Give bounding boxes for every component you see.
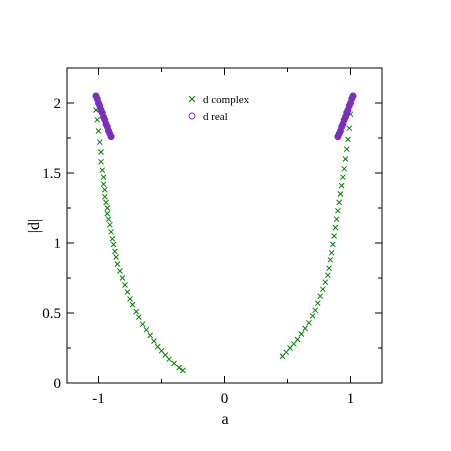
point-d-complex	[94, 116, 101, 123]
point-d-complex	[100, 181, 107, 188]
point-d-complex	[139, 321, 146, 328]
point-d-complex	[98, 158, 104, 165]
axis-ticks	[67, 67, 382, 384]
point-d-complex	[96, 139, 103, 146]
x-tick-label: 0	[221, 391, 229, 407]
point-d-complex	[326, 265, 332, 272]
point-d-complex	[331, 233, 337, 239]
point-d-real	[107, 133, 115, 141]
point-d-complex	[114, 261, 121, 267]
point-d-complex	[330, 241, 336, 248]
x-tick-label: 1	[347, 391, 355, 407]
point-d-complex	[337, 191, 344, 197]
point-d-complex	[110, 241, 117, 248]
point-d-complex	[112, 248, 118, 255]
point-d-complex	[340, 174, 346, 181]
legend-marker-d-real	[188, 112, 196, 120]
point-d-complex	[117, 268, 123, 274]
point-d-complex	[124, 289, 131, 295]
point-d-complex	[327, 256, 334, 263]
point-d-complex	[104, 210, 111, 217]
y-tick-label: 0.5	[42, 306, 61, 322]
point-d-complex	[309, 312, 316, 319]
point-d-complex	[98, 149, 104, 155]
point-d-complex	[342, 156, 349, 162]
point-d-complex	[95, 128, 102, 134]
point-d-complex	[332, 224, 339, 231]
point-d-complex	[319, 286, 326, 293]
point-d-complex	[135, 314, 142, 321]
point-d-complex	[104, 205, 111, 211]
point-d-complex	[312, 307, 319, 314]
point-d-complex	[333, 216, 340, 223]
point-d-complex	[345, 136, 351, 143]
point-d-complex	[346, 125, 353, 132]
y-tick-label: 2	[54, 96, 62, 112]
point-d-complex	[180, 367, 186, 374]
data-points	[92, 92, 357, 374]
point-d-complex	[105, 216, 112, 223]
point-d-complex	[166, 356, 172, 363]
legend-label-d-real: d real	[203, 111, 228, 123]
point-d-complex	[106, 221, 113, 228]
point-d-complex	[143, 326, 150, 333]
point-d-complex	[119, 275, 126, 281]
point-d-complex	[101, 193, 108, 200]
point-d-complex	[324, 272, 331, 279]
point-d-complex	[127, 296, 133, 302]
point-d-complex	[176, 364, 182, 371]
point-d-complex	[343, 146, 350, 153]
point-d-complex	[113, 254, 119, 260]
point-d-complex	[341, 165, 348, 172]
point-d-complex	[314, 300, 321, 307]
point-d-complex	[171, 360, 177, 367]
point-d-complex	[306, 319, 312, 326]
y-tick-label: 1.5	[42, 166, 61, 182]
y-axis-label: |d|	[26, 219, 43, 233]
point-d-complex	[338, 182, 345, 189]
point-d-complex	[335, 207, 341, 214]
legend-marker-d-complex	[188, 95, 196, 103]
legend-label-d-complex: d complex	[203, 94, 250, 106]
point-d-complex	[109, 235, 116, 242]
point-d-complex	[101, 186, 108, 193]
point-d-complex	[100, 174, 107, 181]
y-tick-label: 1	[54, 236, 62, 252]
legend: d complex d real	[188, 94, 250, 123]
point-d-complex	[133, 308, 140, 315]
point-d-complex	[151, 338, 157, 344]
point-d-complex	[298, 331, 305, 337]
point-d-complex	[322, 279, 329, 286]
y-tick-label: 0	[54, 376, 62, 392]
point-d-complex	[147, 332, 154, 339]
point-d-complex	[317, 293, 324, 300]
point-d-complex	[129, 301, 136, 308]
point-d-complex	[99, 167, 106, 174]
point-d-real	[349, 92, 357, 100]
x-axis-label: a	[221, 411, 228, 428]
point-d-complex	[294, 336, 301, 343]
point-d-complex	[103, 199, 109, 206]
point-d-complex	[336, 199, 343, 206]
point-d-complex	[302, 325, 308, 332]
point-d-complex	[122, 282, 128, 288]
axis-tick-labels: -1 0 1 0 0.5 1 1.5 2	[42, 96, 354, 407]
point-d-complex	[108, 228, 114, 235]
x-tick-label: -1	[92, 391, 105, 407]
point-d-complex	[328, 249, 335, 256]
